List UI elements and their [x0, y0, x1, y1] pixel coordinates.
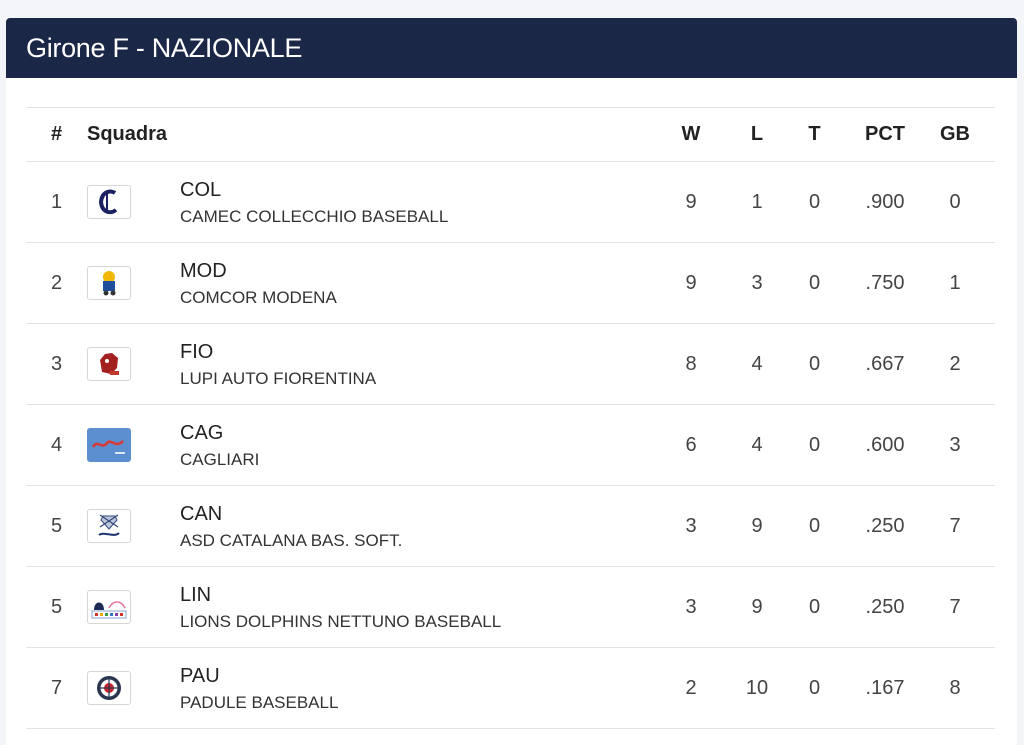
catalana-logo[interactable]	[87, 509, 131, 543]
rank-cell: 2	[50, 271, 63, 294]
table-row[interactable]: 7 PAU PADULE BASEBALL 2	[26, 648, 995, 729]
logo-cell	[87, 486, 180, 567]
t-cell: 0	[808, 190, 821, 213]
gb-cell: 2	[949, 352, 961, 375]
table-row[interactable]: 3 FIO LUPI AUTO FIORENTINA 8 4	[26, 324, 995, 405]
w-cell: 2	[685, 676, 697, 699]
team-abbr[interactable]: CAG	[180, 422, 224, 444]
t-cell: 0	[808, 433, 821, 456]
logo-cell	[87, 405, 180, 486]
cagliari-logo[interactable]	[87, 428, 131, 462]
pct-cell: .250	[865, 514, 905, 537]
t-cell: 0	[808, 514, 821, 537]
pct-cell: .900	[865, 190, 905, 213]
team-name[interactable]: ASD CATALANA BAS. SOFT.	[180, 531, 403, 550]
t-cell: 0	[808, 595, 821, 618]
team-abbr[interactable]: MOD	[180, 260, 227, 282]
col-w-header: W	[681, 123, 701, 145]
gb-cell: 0	[949, 190, 961, 213]
team-cell[interactable]: MOD COMCOR MODENA	[180, 243, 642, 324]
team-cell[interactable]: CAN ASD CATALANA BAS. SOFT.	[180, 486, 642, 567]
pct-cell: .167	[865, 676, 905, 699]
rank-cell: 7	[50, 676, 63, 699]
l-cell: 4	[751, 433, 763, 456]
lions-logo[interactable]	[87, 590, 131, 624]
team-abbr[interactable]: CAN	[180, 503, 223, 525]
w-cell: 8	[685, 352, 697, 375]
team-name[interactable]: COMCOR MODENA	[180, 288, 337, 307]
modena-logo[interactable]	[87, 266, 131, 300]
team-cell[interactable]: LIN LIONS DOLPHINS NETTUNO BASEBALL	[180, 567, 642, 648]
col-rank-header: #	[50, 123, 63, 145]
rank-cell: 5	[50, 514, 63, 537]
gb-cell: 7	[949, 595, 961, 618]
page-title: Girone F - NAZIONALE	[26, 32, 303, 63]
team-name[interactable]: LIONS DOLPHINS NETTUNO BASEBALL	[180, 612, 502, 631]
logo-cell	[87, 567, 180, 648]
t-cell: 0	[808, 676, 821, 699]
rank-cell: 3	[50, 352, 63, 375]
team-name[interactable]: CAMEC COLLECCHIO BASEBALL	[180, 207, 449, 226]
team-cell[interactable]: FIO LUPI AUTO FIORENTINA	[180, 324, 642, 405]
l-cell: 9	[751, 595, 763, 618]
logo-cell	[87, 324, 180, 405]
gb-cell: 8	[949, 676, 961, 699]
team-cell[interactable]: COL CAMEC COLLECCHIO BASEBALL	[180, 162, 642, 243]
collecchio-logo[interactable]	[87, 185, 131, 219]
gb-cell: 1	[949, 271, 961, 294]
gb-cell: 7	[949, 514, 961, 537]
team-abbr[interactable]: PAU	[180, 665, 220, 687]
table-row[interactable]: 5 CAN ASD CATALANA BAS. SOFT. 3 9	[26, 486, 995, 567]
rank-cell: 1	[50, 190, 63, 213]
col-t-header: T	[808, 123, 821, 145]
pct-cell: .600	[865, 433, 905, 456]
col-gb-header: GB	[940, 123, 970, 145]
team-name[interactable]: PADULE BASEBALL	[180, 693, 339, 712]
padule-logo[interactable]	[87, 671, 131, 705]
table-row[interactable]: 1 COL CAMEC COLLECCHIO BASEBALL 9 1 0	[26, 162, 995, 243]
team-abbr[interactable]: LIN	[180, 584, 212, 606]
w-cell: 9	[685, 271, 697, 294]
table-row[interactable]: 2 MOD COMCOR MODENA 9	[26, 243, 995, 324]
team-abbr[interactable]: COL	[180, 179, 222, 201]
pct-cell: .250	[865, 595, 905, 618]
table-row[interactable]: 4 CAG CAGLIARI 6 4 0	[26, 405, 995, 486]
gb-cell: 3	[949, 433, 961, 456]
l-cell: 1	[751, 190, 763, 213]
table-row[interactable]: 5	[26, 567, 995, 648]
logo-cell	[87, 648, 180, 729]
pct-cell: .667	[865, 352, 905, 375]
col-pct-header: PCT	[865, 123, 905, 145]
logo-cell	[87, 162, 180, 243]
logo-cell	[87, 243, 180, 324]
col-l-header: L	[750, 123, 764, 145]
t-cell: 0	[808, 352, 821, 375]
rank-cell: 5	[50, 595, 63, 618]
table-header-row: # Squadra W L T PCT GB	[26, 107, 995, 162]
team-cell[interactable]: CAG CAGLIARI	[180, 405, 642, 486]
w-cell: 9	[685, 190, 697, 213]
l-cell: 3	[751, 271, 763, 294]
team-name[interactable]: CAGLIARI	[180, 450, 260, 469]
fiorentina-logo[interactable]	[87, 347, 131, 381]
standings-table: # Squadra W L T PCT GB 1	[26, 107, 995, 729]
rank-cell: 4	[50, 433, 63, 456]
l-cell: 4	[751, 352, 763, 375]
l-cell: 9	[751, 514, 763, 537]
card-header: Girone F - NAZIONALE	[6, 18, 1017, 78]
team-name[interactable]: LUPI AUTO FIORENTINA	[180, 369, 377, 388]
w-cell: 6	[685, 433, 697, 456]
w-cell: 3	[685, 595, 697, 618]
l-cell: 10	[745, 676, 769, 699]
standings-card: Girone F - NAZIONALE # Squadra W L T PCT…	[6, 18, 1017, 745]
pct-cell: .750	[865, 271, 905, 294]
team-abbr[interactable]: FIO	[180, 341, 214, 363]
col-team-header: Squadra	[87, 123, 168, 145]
t-cell: 0	[808, 271, 821, 294]
team-cell[interactable]: PAU PADULE BASEBALL	[180, 648, 642, 729]
w-cell: 3	[685, 514, 697, 537]
